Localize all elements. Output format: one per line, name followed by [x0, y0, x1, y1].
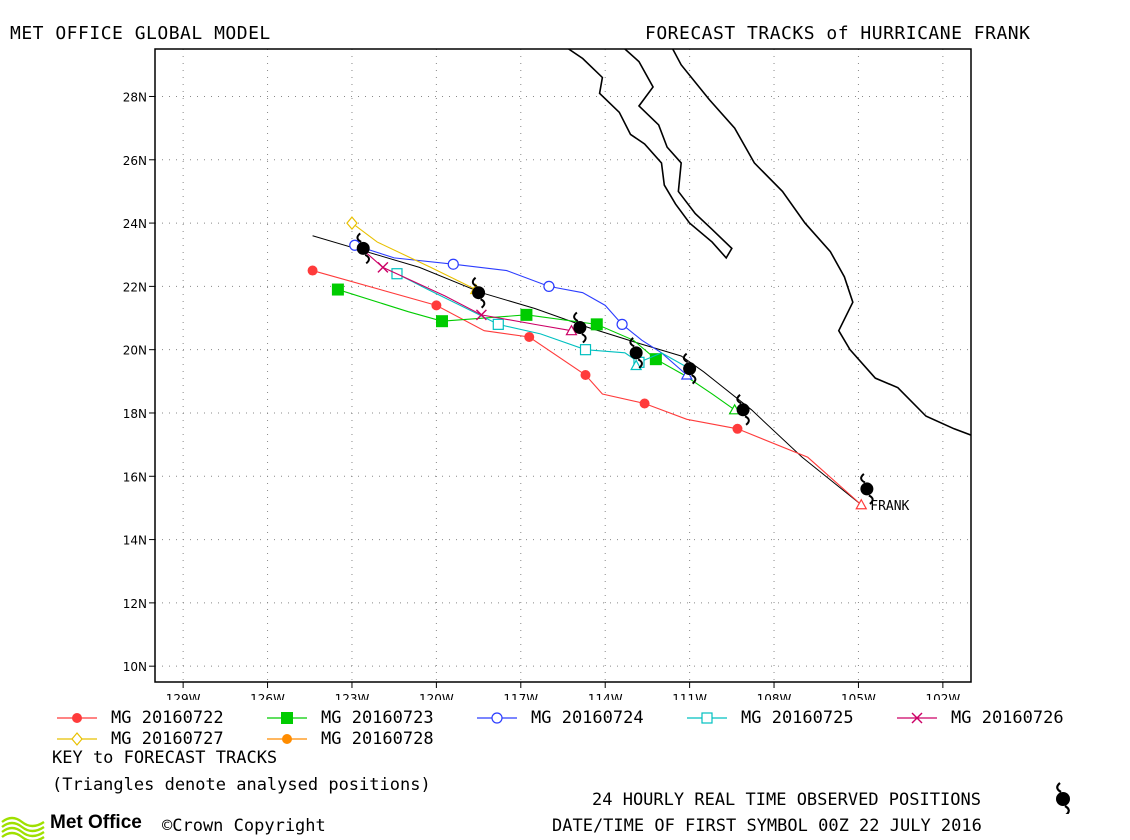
- analysed-position-triangle: [630, 359, 643, 371]
- legend-symbol: [267, 734, 307, 744]
- legend-item: MG 20160723: [265, 708, 470, 728]
- legend-marker: [491, 712, 503, 724]
- series-marker-0: [431, 300, 442, 311]
- legend-label: MG 20160724: [531, 708, 644, 728]
- y-tick-label: 22N: [123, 280, 147, 294]
- series-marker-0: [639, 398, 650, 409]
- left-title: MET OFFICE GLOBAL MODEL: [10, 23, 271, 44]
- series-marker-3: [579, 344, 592, 356]
- observed-track-line: [312, 235, 862, 506]
- legend-label: MG 20160728: [321, 729, 434, 749]
- series-marker-1: [331, 283, 344, 296]
- x-tick-label: 108W: [757, 692, 792, 700]
- first-symbol-datetime: DATE/TIME OF FIRST SYMBOL 00Z 22 JULY 20…: [552, 816, 982, 836]
- legend-item: MG 20160722: [55, 708, 260, 728]
- legend-label: MG 20160722: [111, 708, 224, 728]
- key-title: KEY to FORECAST TRACKS: [52, 748, 278, 768]
- met-office-wave-icon: [1, 816, 45, 840]
- y-tick-label: 14N: [123, 534, 147, 548]
- x-tick-label: 123W: [335, 692, 370, 700]
- series-marker-5: [346, 216, 358, 231]
- legend-symbol: [267, 712, 307, 724]
- legend-item: MG 20160728: [265, 729, 470, 749]
- legend-item: MG 20160726: [895, 708, 1100, 728]
- observed-position-symbol: [629, 337, 643, 369]
- coastline: [568, 49, 733, 260]
- legend-symbol: [57, 713, 97, 723]
- observed-position-symbol: [736, 394, 750, 426]
- x-tick-label: 102W: [925, 692, 960, 700]
- analysed-position-triangle: [565, 324, 578, 336]
- y-tick-label: 24N: [123, 217, 147, 231]
- observed-positions-label: 24 HOURLY REAL TIME OBSERVED POSITIONS: [592, 790, 981, 810]
- key-note: (Triangles denote analysed positions): [52, 775, 431, 795]
- series-marker-0: [307, 265, 318, 276]
- series-marker-4: [475, 309, 487, 321]
- legend-symbol: [687, 712, 727, 724]
- legend-symbol: [897, 712, 937, 724]
- x-tick-label: 126W: [250, 692, 285, 700]
- copyright: ©Crown Copyright: [162, 816, 326, 836]
- observed-position-symbol: [573, 311, 587, 344]
- y-tick-label: 10N: [123, 660, 147, 674]
- observed-position-symbol: [356, 232, 370, 265]
- series-marker-0: [732, 423, 743, 434]
- y-tick-label: 18N: [123, 407, 147, 421]
- series-marker-4: [377, 261, 389, 273]
- series-line-0: [312, 270, 862, 506]
- legend-item: MG 20160727: [55, 729, 260, 749]
- met-office-logo: [1, 816, 45, 840]
- series-marker-0: [580, 369, 591, 380]
- series-marker-1: [436, 315, 449, 328]
- y-tick-label: 20N: [123, 344, 147, 358]
- brand-name: Met Office: [50, 812, 142, 833]
- plot-area: FRANK: [307, 49, 971, 514]
- legend-label: MG 20160726: [951, 708, 1064, 728]
- y-tick-label: 26N: [123, 154, 147, 168]
- series-line-2: [354, 244, 688, 376]
- y-tick-label: 16N: [123, 470, 147, 484]
- x-tick-label: 129W: [166, 692, 201, 700]
- legend-item: MG 20160725: [685, 708, 890, 728]
- legend-label: MG 20160723: [321, 708, 434, 728]
- y-tick-label: 12N: [123, 597, 147, 611]
- track-chart: FRANK 129W 126W 123W 120W 117W 114W 111W 108W 105…: [123, 48, 972, 700]
- legend-marker: [911, 712, 923, 724]
- series-marker-2: [447, 258, 459, 270]
- series-marker-1: [590, 318, 603, 331]
- series-line-1: [337, 289, 735, 411]
- series-marker-3: [492, 318, 504, 330]
- observed-position-symbol: [860, 473, 874, 505]
- legend-label: MG 20160727: [111, 729, 224, 749]
- series-marker-2: [543, 280, 555, 292]
- coastline: [672, 49, 971, 436]
- y-tick-label: 28N: [123, 90, 147, 104]
- x-tick-label: 111W: [672, 692, 707, 700]
- legend-marker: [282, 734, 292, 744]
- x-tick-label: 120W: [419, 692, 454, 700]
- legend-marker: [281, 712, 293, 724]
- plot-frame: [154, 48, 972, 683]
- analysed-position-triangle: [855, 498, 868, 510]
- chart-title: FORECAST TRACKS of HURRICANE FRANK: [645, 23, 1031, 44]
- legend-label: MG 20160725: [741, 708, 854, 728]
- legend-item: MG 20160724: [475, 708, 680, 728]
- legend-marker: [72, 713, 82, 723]
- legend-marker: [71, 732, 83, 746]
- legend-marker: [701, 712, 713, 724]
- series-marker-1: [520, 308, 533, 321]
- x-tick-label: 117W: [503, 692, 538, 700]
- series-line-5: [351, 222, 477, 291]
- x-tick-label: 114W: [588, 692, 623, 700]
- storm-label: FRANK: [870, 499, 909, 514]
- observed-position-symbol: [682, 352, 697, 385]
- legend-symbol: [477, 712, 517, 724]
- hurricane-symbol-icon: [1056, 782, 1070, 814]
- series-line-3: [396, 273, 690, 370]
- legend-symbol: [57, 732, 97, 746]
- observed-position-symbol: [471, 276, 486, 309]
- series-marker-2: [616, 318, 628, 330]
- series-marker-0: [524, 332, 535, 343]
- x-tick-label: 105W: [841, 692, 876, 700]
